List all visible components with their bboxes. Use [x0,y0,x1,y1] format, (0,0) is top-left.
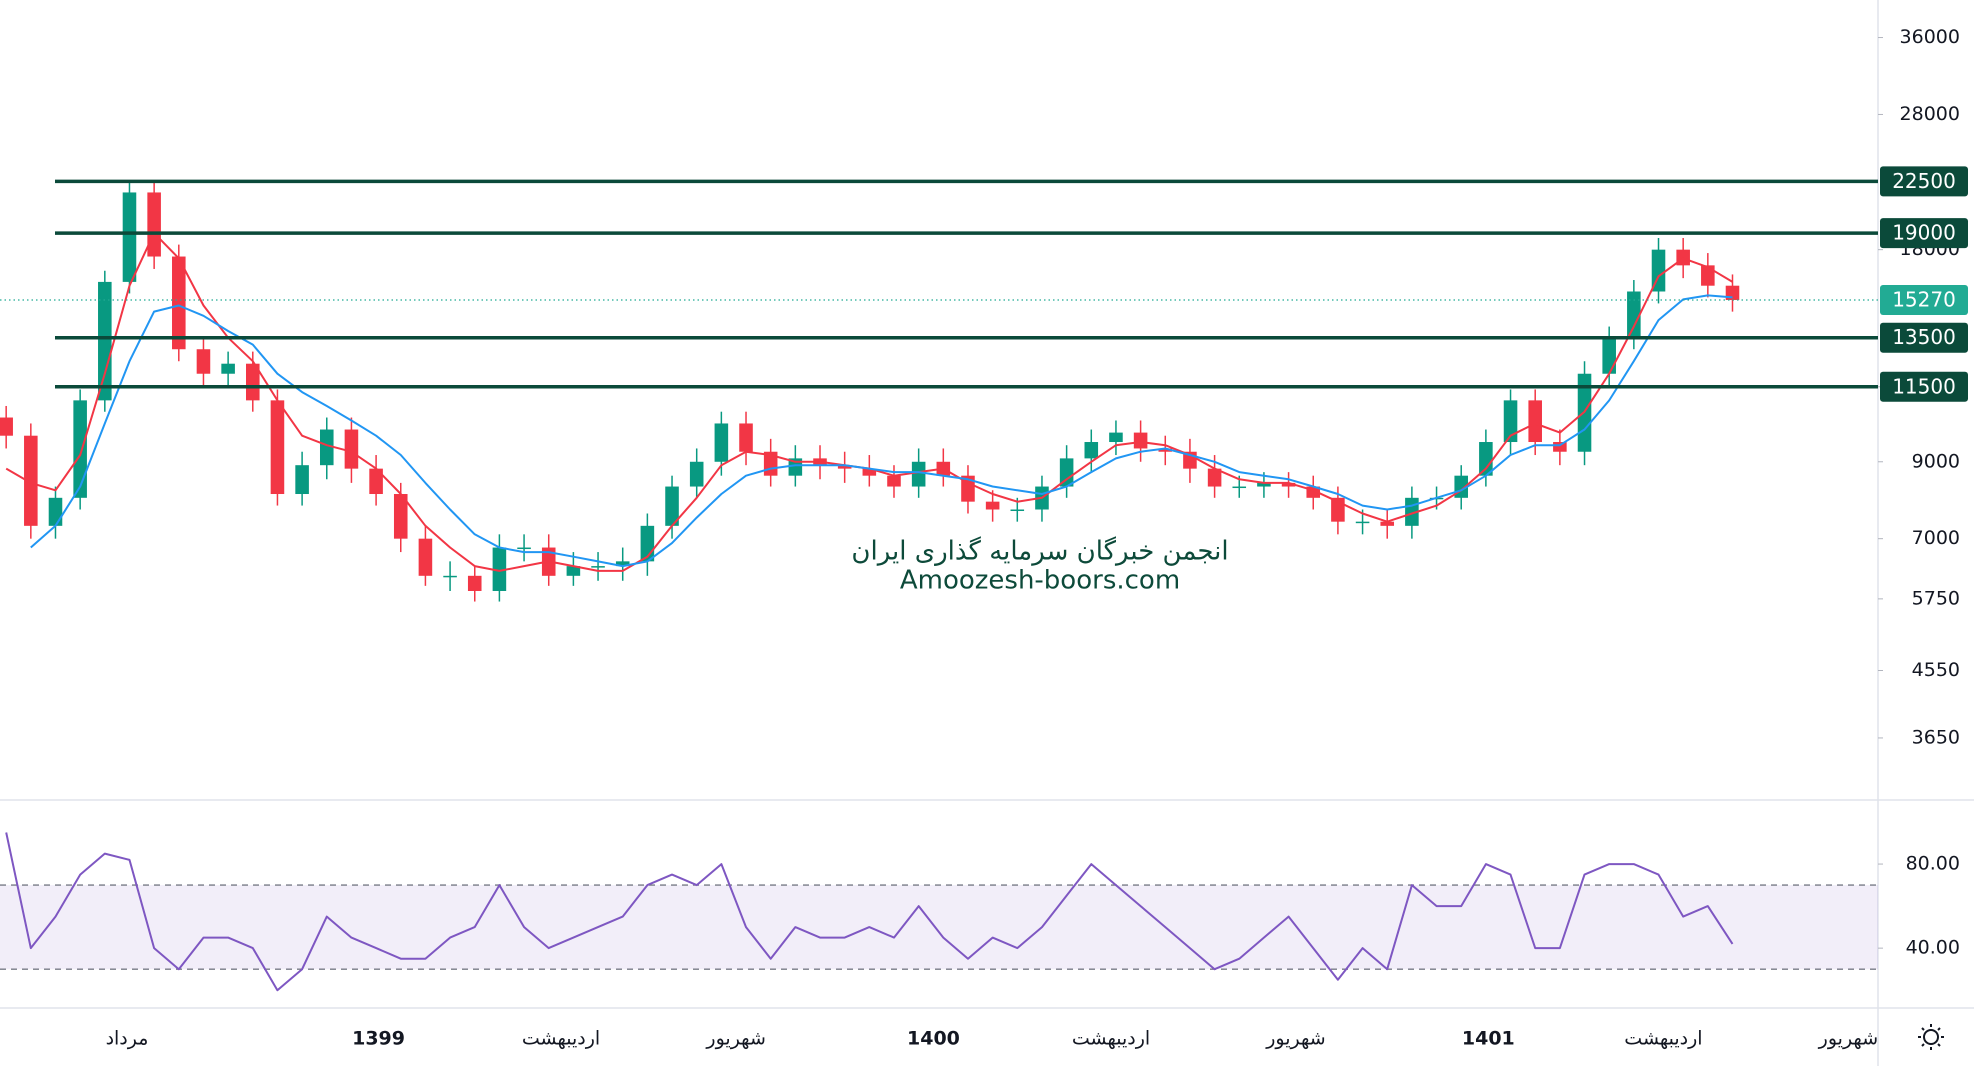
candle-body [837,465,852,469]
candle-body [689,461,704,487]
candle-body [517,547,531,550]
candle-body [1380,521,1395,526]
candle-body [122,192,137,282]
x-tick-label: اردیبهشت [1624,1028,1702,1050]
x-tick-label: 1399 [352,1028,405,1050]
axes: 3650455057507000900011500180002800036000… [106,26,1968,1050]
y-tick-label: 7000 [1912,527,1960,549]
candle-body [1133,432,1148,449]
candle-body [1232,486,1247,489]
candle-body [862,468,877,476]
candle-body [1479,442,1493,476]
candle-body [196,349,211,374]
candle-body [172,256,186,350]
last-price-label: 15270 [1892,287,1956,311]
candle-body [1503,400,1518,443]
candle-body [1109,432,1123,443]
rsi-band [0,885,1878,970]
candle-body [147,192,161,257]
x-tick-label: مرداد [106,1028,149,1050]
y-tick-label: 9000 [1912,450,1960,472]
level-label: 22500 [1892,169,1956,193]
candle-body [985,501,1000,510]
candle-body [221,363,235,374]
level-badge [1880,218,1968,249]
level-badge [1880,371,1968,402]
y-tick-label: 80.00 [1906,853,1960,875]
candle-body [1257,482,1271,487]
candle-body [1701,265,1715,286]
candle-body [1281,482,1296,487]
moving-average [5,232,1734,572]
level-label: 11500 [1892,374,1956,398]
price-pane [0,179,1878,602]
candle-body [615,561,630,567]
level-label: 19000 [1892,221,1956,245]
y-tick-label: 5750 [1912,587,1960,609]
x-tick-label: شهریور [1818,1028,1878,1050]
candle-body [1158,448,1173,452]
candle-body [887,475,901,487]
candle-body [1553,442,1567,452]
y-tick-label: 40.00 [1906,937,1960,959]
candle-body [73,400,87,498]
candle-body [246,363,260,401]
x-tick-label: اردیبهشت [522,1028,600,1050]
candle-body [418,538,433,576]
settings-icon[interactable] [1918,1024,1944,1050]
candle-body [393,494,408,539]
y-tick-label: 4550 [1912,659,1960,681]
candle-body [24,435,38,526]
x-tick-label: شهریور [1265,1028,1325,1050]
candle-body [1010,509,1025,512]
rsi-line [5,832,1734,992]
candle-body [319,429,334,466]
x-tick-label: 1400 [907,1028,960,1050]
candle-body [1059,458,1074,487]
candle-body [739,423,753,452]
level-badge [1880,166,1968,197]
y-tick-label: 28000 [1900,103,1960,125]
candle-body [492,547,507,591]
candle-body [961,475,975,502]
y-tick-label: 36000 [1900,26,1960,48]
candle-body [1306,486,1321,498]
candle-body [48,497,63,526]
candle-body [369,468,383,495]
candle-body [0,417,13,436]
moving-average [30,294,1733,568]
candle-body [467,575,482,591]
candle-body [295,465,309,495]
candle-body [1084,442,1099,459]
candle-body [344,429,359,469]
level-badge [1880,322,1968,353]
candle-body [1602,337,1616,374]
x-tick-label: شهریور [705,1028,765,1050]
candle-body [911,461,926,487]
candle-body [665,486,679,526]
watermark: Amoozesh-boors.com [900,566,1180,596]
level-label: 13500 [1892,325,1956,349]
x-tick-label: 1401 [1462,1028,1515,1050]
candle-body [443,575,457,578]
candle-body [1207,468,1222,487]
candle-body [1528,400,1542,443]
candle-body [566,566,581,576]
rsi-pane [0,832,1878,992]
candle-body [714,423,729,462]
watermark: انجمن خبرگان سرمایه گذاری ایران [851,536,1228,567]
last-price-badge [1880,284,1968,315]
candle-body [1355,521,1370,524]
y-tick-label: 3650 [1912,726,1960,748]
candle-body [591,566,605,568]
candle-body [98,281,112,401]
x-tick-label: اردیبهشت [1072,1028,1150,1050]
candle-body [270,400,285,495]
candle-body [1627,291,1641,338]
